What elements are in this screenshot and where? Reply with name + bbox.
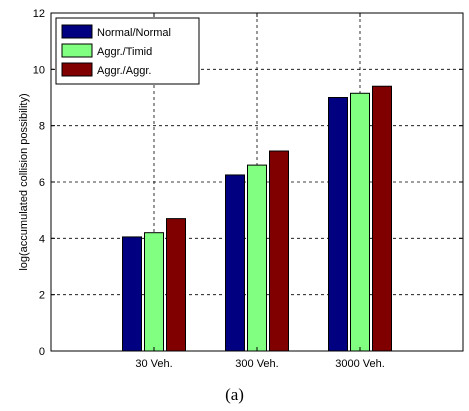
bar (122, 236, 142, 352)
bar (350, 92, 370, 352)
bar (166, 218, 186, 352)
bar (144, 232, 164, 352)
legend-label: Aggr./Aggr. (97, 65, 151, 77)
legend-swatch (61, 62, 93, 77)
legend: Normal/Normal Aggr./Timid Aggr./Aggr. (55, 17, 200, 85)
bar (372, 85, 392, 352)
x-tick-label: 300 Veh. (235, 358, 278, 370)
bar (269, 150, 289, 352)
y-ticks: 0 2 4 6 8 10 12 (33, 8, 463, 358)
figure-caption: (a) (225, 385, 244, 404)
legend-swatch (61, 43, 93, 58)
y-axis-label: log(accumulated collision possibility) (18, 93, 30, 270)
y-tick-label: 6 (39, 177, 45, 189)
y-tick-label: 8 (39, 121, 45, 133)
legend-label: Normal/Normal (97, 27, 171, 39)
x-ticks: 30 Veh. 300 Veh. 3000 Veh. (135, 13, 385, 370)
bar (328, 97, 348, 352)
legend-label: Aggr./Timid (97, 46, 152, 58)
y-tick-label: 12 (33, 8, 45, 20)
y-tick-label: 2 (39, 290, 45, 302)
y-tick-label: 10 (33, 64, 45, 76)
y-tick-label: 0 (39, 346, 45, 358)
bar-chart: log(accumulated collision possibility) 0… (18, 8, 464, 370)
x-tick-label: 30 Veh. (135, 358, 172, 370)
bar (247, 164, 267, 352)
bars (122, 85, 392, 352)
x-tick-label: 3000 Veh. (335, 358, 385, 370)
legend-swatch (61, 24, 93, 39)
y-tick-label: 4 (39, 233, 45, 245)
bar (225, 174, 245, 352)
